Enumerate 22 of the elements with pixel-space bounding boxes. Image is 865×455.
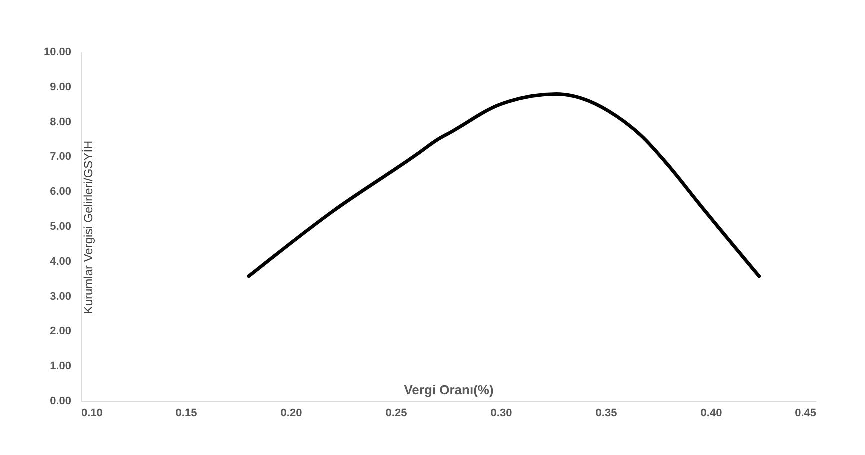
x-tick-label: 0.10 — [82, 408, 103, 420]
x-tick-label: 0.45 — [795, 408, 816, 420]
y-tick-label: 6.00 — [50, 186, 72, 198]
y-tick-label: 2.00 — [50, 326, 72, 338]
x-tick-label: 0.25 — [386, 408, 408, 420]
y-axis-title: Kurumlar Vergisi Gelirleri/GSYİH — [82, 140, 96, 314]
y-tick-label: 1.00 — [50, 360, 72, 373]
y-tick-label: 8.00 — [50, 116, 72, 128]
x-axis-title: Vergi Oranı(%) — [404, 382, 494, 398]
y-tick-label: 9.00 — [50, 81, 72, 94]
x-tick-label: 0.20 — [280, 408, 302, 420]
y-tick-label: 0.00 — [50, 396, 72, 408]
y-tick-label: 5.00 — [50, 221, 72, 233]
x-tick-label: 0.30 — [490, 408, 512, 420]
x-tick-label: 0.15 — [176, 408, 198, 420]
line-series — [247, 92, 762, 278]
y-tick-label: 3.00 — [50, 290, 72, 303]
y-tick-label: 4.00 — [50, 256, 72, 268]
y-tick-label: 10.00 — [44, 46, 72, 58]
x-tick-label: 0.35 — [596, 408, 618, 420]
x-tick-label: 0.40 — [700, 408, 722, 420]
y-tick-label: 7.00 — [50, 151, 72, 164]
